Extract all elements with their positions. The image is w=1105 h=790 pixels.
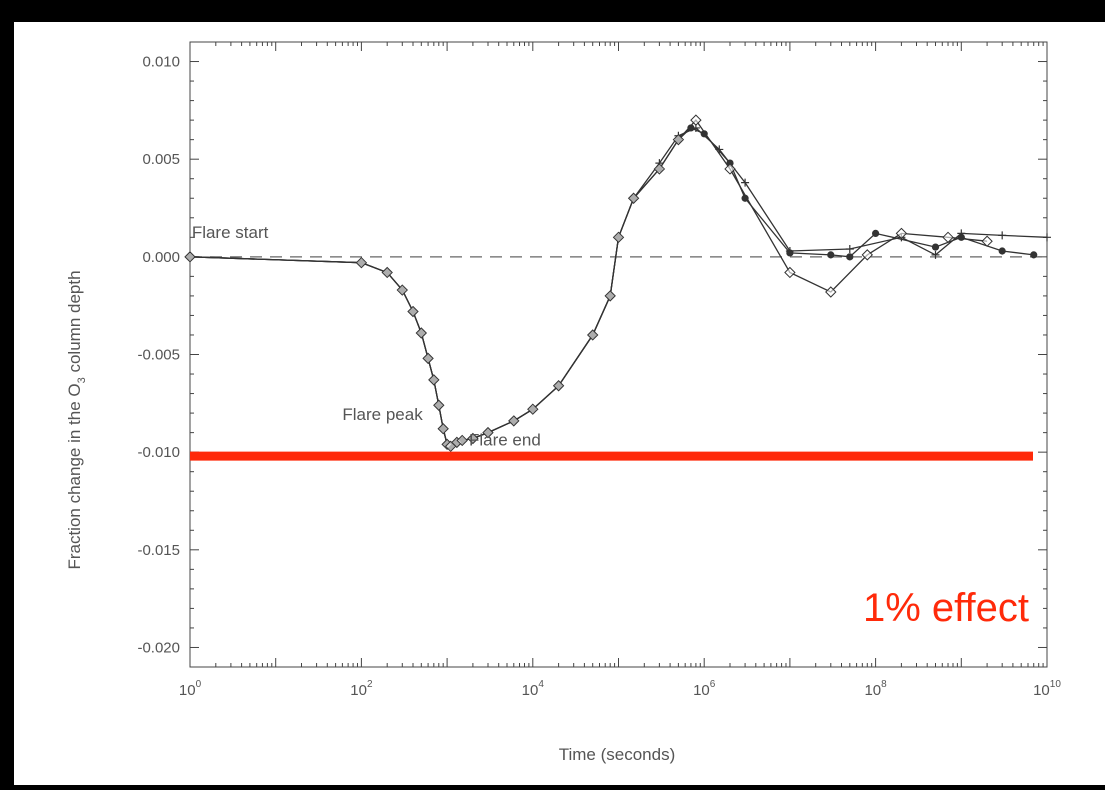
- data-point-diamond: [586, 329, 599, 341]
- annotation-label: Flare start: [192, 223, 269, 242]
- data-point-asterisk: [741, 194, 749, 202]
- data-point-asterisk: [846, 253, 854, 261]
- data-point-diamond: [422, 352, 434, 365]
- x-axis-title: Time (seconds): [559, 745, 676, 764]
- y-axis-title: Fraction change in the O3 column depth: [65, 270, 88, 569]
- data-point-diamond: [627, 192, 640, 204]
- data-point-plus: [957, 229, 966, 238]
- data-point-diamond: [415, 327, 428, 339]
- data-point-diamond: [437, 423, 449, 435]
- data-point-plus: [785, 246, 794, 255]
- data-point-diamond: [784, 266, 796, 279]
- x-tick-label: 1010: [1033, 679, 1061, 699]
- threshold-label: 1% effect: [863, 586, 1029, 630]
- x-tick-base: 10: [864, 682, 881, 699]
- x-tick-base: 10: [522, 682, 539, 699]
- x-tick-label: 104: [522, 679, 545, 699]
- x-tick-base: 10: [350, 682, 367, 699]
- data-point-diamond: [428, 374, 440, 386]
- series-layer: [184, 114, 1051, 453]
- chart-panel: 0.010 0.005 0.000 -0.005 -0.010 -0.015 -0.020 1…: [14, 22, 1105, 785]
- y-axis-title-subscript: 3: [76, 377, 88, 383]
- data-point-plus: [845, 245, 854, 254]
- x-tick-exponent: 4: [538, 679, 544, 690]
- x-tick-label: 102: [350, 679, 373, 699]
- annotations: Flare start Flare peak Flare end: [192, 223, 541, 449]
- data-point-plus: [1043, 233, 1051, 242]
- axes-frame: [189, 41, 1048, 668]
- y-tick-label: 0.005: [142, 151, 180, 168]
- y-tick-label: -0.020: [137, 639, 180, 656]
- x-tick-exponent: 8: [881, 679, 887, 690]
- y-tick-label: -0.015: [137, 542, 180, 559]
- data-point-diamond: [456, 434, 468, 447]
- annotation-label: Flare peak: [342, 405, 423, 424]
- data-point-diamond: [825, 286, 837, 298]
- x-tick-label: 108: [864, 679, 887, 699]
- data-point-asterisk: [872, 229, 880, 238]
- data-point-diamond: [396, 284, 408, 296]
- data-point-diamond: [612, 231, 625, 244]
- data-point-diamond: [407, 305, 419, 318]
- data-point-diamond: [861, 249, 874, 261]
- data-point-diamond: [672, 133, 685, 146]
- data-point-asterisk: [931, 243, 940, 251]
- data-point-diamond: [508, 415, 520, 427]
- data-point-diamond: [942, 231, 954, 244]
- x-tick-base: 10: [179, 682, 196, 699]
- plot-frame: [189, 41, 1048, 668]
- data-point-diamond: [433, 399, 445, 411]
- data-point-diamond: [482, 426, 494, 439]
- y-tick-label: -0.005: [137, 347, 180, 364]
- data-point-asterisk: [998, 247, 1006, 255]
- data-point-diamond: [724, 163, 736, 175]
- data-point-diamond: [381, 266, 393, 279]
- y-axis-title-rest: column depth: [65, 270, 84, 377]
- ozone-chart: 0.010 0.005 0.000 -0.005 -0.010 -0.015 -0.020 1…: [65, 41, 1061, 764]
- data-point-diamond: [527, 403, 539, 415]
- tick-labels: 0.010 0.005 0.000 -0.005 -0.010 -0.015 -0.020 1…: [137, 54, 1061, 699]
- data-point-plus: [741, 178, 750, 187]
- data-point-diamond: [981, 235, 993, 247]
- data-point-diamond: [184, 251, 196, 263]
- data-point-diamond: [653, 163, 666, 175]
- data-point-plus: [931, 250, 940, 259]
- data-point-diamond: [552, 380, 565, 392]
- series-line-plus: [189, 127, 1048, 448]
- x-tick-base: 10: [1033, 682, 1050, 699]
- x-tick-exponent: 10: [1050, 679, 1062, 690]
- x-tick-label: 106: [693, 679, 716, 699]
- data-point-diamond: [690, 114, 702, 126]
- x-tick-exponent: 6: [710, 679, 716, 690]
- y-axis-title-main: Fraction change in the O: [65, 383, 84, 569]
- data-point-diamond: [604, 290, 616, 302]
- annotation-label: Flare end: [469, 430, 541, 449]
- data-point-diamond: [895, 227, 908, 240]
- data-point-asterisk: [827, 251, 835, 259]
- data-point-plus: [998, 231, 1007, 240]
- y-tick-label: 0.000: [142, 249, 180, 266]
- data-point-diamond: [355, 256, 368, 269]
- x-tick-label: 100: [179, 679, 202, 699]
- y-tick-label: -0.010: [137, 444, 180, 461]
- data-point-diamond: [467, 432, 479, 445]
- y-tick-label: 0.010: [142, 54, 180, 71]
- x-tick-exponent: 0: [196, 679, 202, 690]
- x-tick-exponent: 2: [367, 679, 373, 690]
- data-point-asterisk: [1030, 251, 1038, 259]
- series-line-diamond: [189, 119, 988, 448]
- x-tick-base: 10: [693, 682, 710, 699]
